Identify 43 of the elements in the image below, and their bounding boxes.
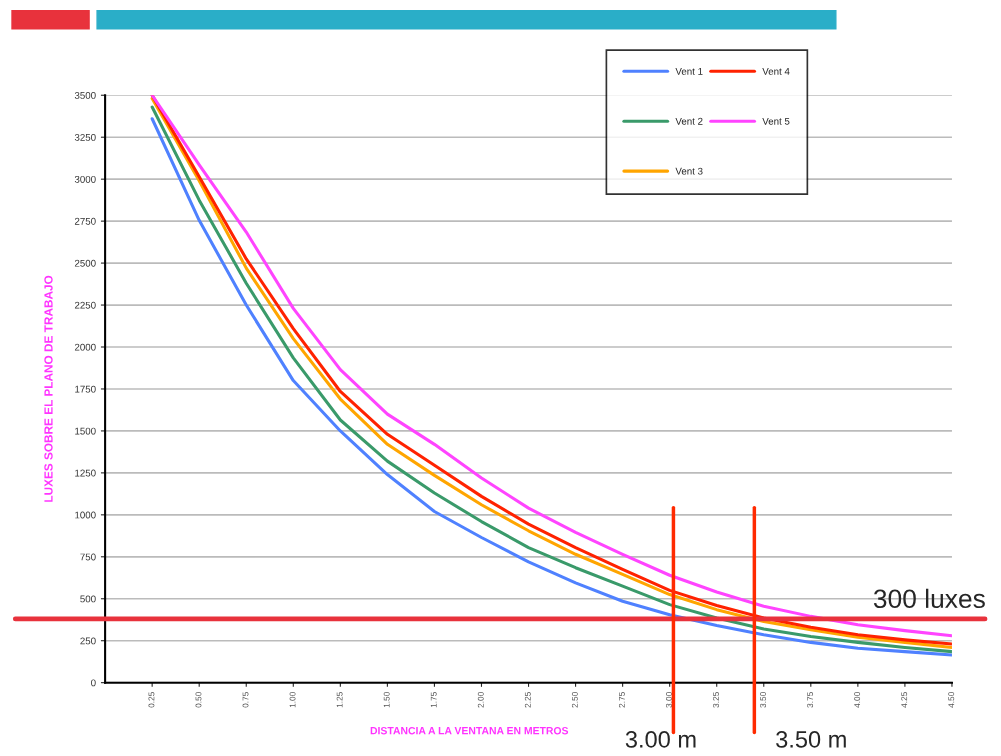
x-tick-label: 2.50 [571, 692, 578, 708]
x-tick-label: 3.00 [666, 692, 672, 708]
y-tick-label: 500 [80, 595, 96, 603]
x-tick-label: 3.25 [713, 692, 719, 708]
y-tick-label: 3250 [74, 133, 96, 141]
y-tick-label: 2500 [74, 259, 96, 267]
x-tick-label: 2.25 [524, 692, 531, 708]
x-tick-label: 1.75 [430, 692, 437, 708]
x-tick-label: 1.00 [289, 692, 296, 708]
x-tick-label: 1.25 [336, 692, 343, 708]
y-tick-label: 3500 [74, 91, 96, 99]
x-tick-label: 4.25 [901, 692, 908, 708]
y-tick-label: 1250 [75, 469, 96, 477]
x-tick-label: 0.50 [195, 692, 202, 708]
x-axis-title: DISTANCIA A LA VENTANA EN METROS [370, 727, 569, 735]
x-tick-label: 1.50 [383, 692, 390, 708]
y-tick-label: 1500 [75, 427, 96, 435]
y-tick-label: 2750 [74, 217, 96, 225]
ref-line-label: 3.00 m [625, 731, 696, 748]
legend-label: Vent 5 [762, 117, 790, 125]
x-tick-label: 0.75 [242, 692, 249, 708]
legend-label: Vent 4 [762, 68, 790, 75]
x-tick-label: 3.50 [760, 692, 766, 708]
y-tick-label: 2250 [74, 301, 96, 309]
x-tick-label: 4.00 [854, 692, 861, 708]
legend-label: Vent 2 [675, 117, 703, 125]
y-tick-label: 0 [91, 679, 96, 687]
x-tick-label: 2.00 [477, 692, 484, 708]
y-tick-label: 2000 [74, 343, 96, 351]
ref-line-label: 3.50 m [776, 731, 846, 748]
y-tick-label: 250 [80, 637, 96, 645]
y-tick-label: 1000 [75, 511, 96, 519]
x-tick-label: 4.50 [948, 692, 955, 708]
legend-label: Vent 1 [675, 68, 703, 75]
x-tick-label: 0.25 [148, 692, 155, 708]
x-tick-label: 3.75 [807, 692, 814, 708]
y-tick-label: 1750 [75, 385, 96, 393]
legend-label: Vent 3 [675, 167, 703, 175]
ref-line-label: 300 luxes [873, 588, 985, 609]
y-axis-title: LUXES SOBRE EL PLANO DE TRABAJO [44, 275, 53, 502]
x-tick-label: 2.75 [618, 692, 625, 708]
y-tick-label: 3000 [74, 175, 96, 183]
y-tick-label: 750 [80, 553, 96, 561]
